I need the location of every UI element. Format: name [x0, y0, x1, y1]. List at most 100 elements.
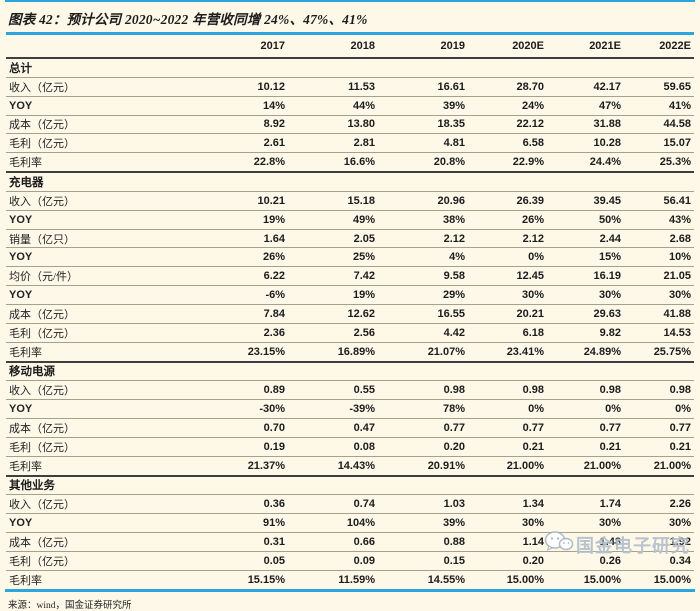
- cell-2018: 0.47: [288, 418, 378, 438]
- cell-2022E: 25.3%: [624, 152, 694, 173]
- cell-2021E: 0.77: [547, 418, 624, 438]
- table-row: YOY -6% 19% 29% 30% 30% 30%: [6, 285, 694, 305]
- cell-2017: 8.92: [232, 115, 288, 135]
- cell-2021E: 0.26: [547, 551, 624, 571]
- row-label: YOY: [6, 210, 232, 230]
- cell-2017: 0.36: [232, 494, 288, 515]
- table-row: 销量（亿只） 1.64 2.05 2.12 2.12 2.44 2.68: [6, 229, 694, 249]
- table-row: 成本（亿元） 7.84 12.62 16.55 20.21 29.63 41.88: [6, 304, 694, 324]
- cell-2019: 0.20: [378, 437, 468, 457]
- cell-2022E: 21.05: [624, 266, 694, 287]
- cell-2020E: 0.77: [468, 418, 547, 438]
- cell-2022E: 30%: [624, 513, 694, 534]
- cell-2022E: 30%: [624, 285, 694, 305]
- cell-2019: 0.98: [378, 380, 468, 401]
- cell-2018: 2.05: [288, 229, 378, 249]
- cell-2021E: 15.00%: [583, 573, 621, 586]
- cell-2020E: 0.20: [468, 551, 547, 571]
- cell-2017: 15.15%: [247, 573, 285, 586]
- cell-2018: 16.6%: [288, 152, 378, 173]
- cell-2022E: 0.77: [624, 418, 694, 438]
- table-row: 均价（元/件） 6.22 7.42 9.58 12.45 16.19 21.05: [6, 266, 694, 287]
- table-row: YOY 19% 49% 38% 26% 50% 43%: [6, 210, 694, 230]
- row-label: 毛利（亿元）: [6, 551, 232, 571]
- cell-2022E: 0.34: [624, 551, 694, 571]
- cell-2021E: 30%: [547, 285, 624, 305]
- row-label: YOY: [6, 285, 232, 305]
- cell-2020E: 24%: [468, 96, 547, 116]
- cell-2019: 20.8%: [378, 152, 468, 173]
- cell-2018: 0.74: [288, 494, 378, 515]
- cell-2021E: 1.74: [547, 494, 624, 515]
- row-label: 收入（亿元）: [6, 191, 232, 211]
- cell-2017: 10.12: [232, 77, 288, 97]
- cell-2018: 0.09: [288, 551, 378, 571]
- row-label: 毛利（亿元）: [6, 437, 232, 457]
- cell-2018: -39%: [288, 399, 378, 420]
- row-label: 成本（亿元）: [6, 532, 232, 552]
- cell-2022E: 43%: [624, 210, 694, 230]
- table-row: 毛利（亿元） 2.61 2.81 4.81 6.58 10.28 15.07: [6, 133, 694, 154]
- table-row: 毛利（亿元） 2.36 2.56 4.42 6.18 9.82 14.53: [6, 323, 694, 343]
- cell-2017: 14%: [232, 96, 288, 116]
- cell-2017: 19%: [232, 210, 288, 230]
- row-label: 毛利率: [6, 342, 232, 363]
- cell-2017: 91%: [232, 513, 288, 534]
- cell-2020E: 0%: [468, 399, 547, 420]
- cell-2021E: 0%: [547, 399, 624, 420]
- cell-2019: 20.91%: [378, 456, 468, 477]
- cell-2017: 0.70: [232, 418, 288, 438]
- cell-2019: 4%: [378, 247, 468, 268]
- cell-2017: 6.22: [232, 266, 288, 287]
- cell-2022E: 1.92: [624, 532, 694, 552]
- cell-2021E: 29.63: [547, 304, 624, 324]
- cell-2020E: 1.34: [468, 494, 547, 515]
- table-row: 毛利率 22.8% 16.6% 20.8% 22.9% 24.4% 25.3%: [6, 152, 694, 173]
- cell-2019: 38%: [378, 210, 468, 230]
- cell-2018: 0.08: [288, 437, 378, 457]
- section-name: 移动电源: [6, 360, 694, 382]
- cell-2019: 16.61: [378, 77, 468, 97]
- row-label: 收入（亿元）: [6, 77, 232, 97]
- cell-2022E: 10%: [624, 247, 694, 268]
- cell-2017: 7.84: [232, 304, 288, 324]
- label-column-header: [6, 35, 232, 59]
- cell-2022E: 59.65: [624, 77, 694, 97]
- cell-2019: 4.81: [378, 133, 468, 154]
- cell-2021E: 0.21: [547, 437, 624, 457]
- cell-2019: 9.58: [378, 266, 468, 287]
- row-label: 均价（元/件）: [6, 266, 232, 287]
- cell-2019: 4.42: [378, 323, 468, 343]
- cell-2021E: 16.19: [547, 266, 624, 287]
- cell-2017: 1.64: [232, 229, 288, 249]
- table-row: YOY -30% -39% 78% 0% 0% 0%: [6, 399, 694, 420]
- table-row: 毛利（亿元） 0.19 0.08 0.20 0.21 0.21 0.21: [6, 437, 694, 457]
- section-header-row: 其他业务: [6, 474, 694, 496]
- cell-2020E: 23.41%: [468, 342, 547, 363]
- cell-2017: -30%: [232, 399, 288, 420]
- cell-2018: 19%: [288, 285, 378, 305]
- row-label: 毛利（亿元）: [6, 323, 232, 343]
- cell-2020E: 0%: [468, 247, 547, 268]
- cell-2020E: 12.45: [468, 266, 547, 287]
- top-blue-rule: [5, 0, 695, 2]
- cell-2021E: 47%: [547, 96, 624, 116]
- financial-projection-table: 2017 2018 2019 2020E 2021E 2022E 总计 收入（亿元） 10.1…: [6, 35, 694, 589]
- cell-2018: 0.55: [288, 380, 378, 401]
- table-row: 毛利（亿元） 0.05 0.09 0.15 0.20 0.26 0.34: [6, 551, 694, 571]
- cell-2019: 1.03: [378, 494, 468, 515]
- cell-2022E: 25.75%: [624, 342, 694, 363]
- cell-2018: 25%: [288, 247, 378, 268]
- cell-2020E: 2.12: [468, 229, 547, 249]
- cell-2020E: 22.9%: [468, 152, 547, 173]
- cell-2017: 23.15%: [232, 342, 288, 363]
- table-row: 收入（亿元） 0.36 0.74 1.03 1.34 1.74 2.26: [6, 494, 694, 515]
- row-label: 收入（亿元）: [6, 494, 232, 515]
- cell-2022E: 2.68: [624, 229, 694, 249]
- cell-2017: 2.36: [232, 323, 288, 343]
- table-row: 成本（亿元） 0.70 0.47 0.77 0.77 0.77 0.77: [6, 418, 694, 438]
- row-label: 成本（亿元）: [6, 304, 232, 324]
- cell-2021E: 21.00%: [547, 456, 624, 477]
- row-label: 销量（亿只）: [6, 229, 232, 249]
- section-name: 总计: [6, 56, 694, 78]
